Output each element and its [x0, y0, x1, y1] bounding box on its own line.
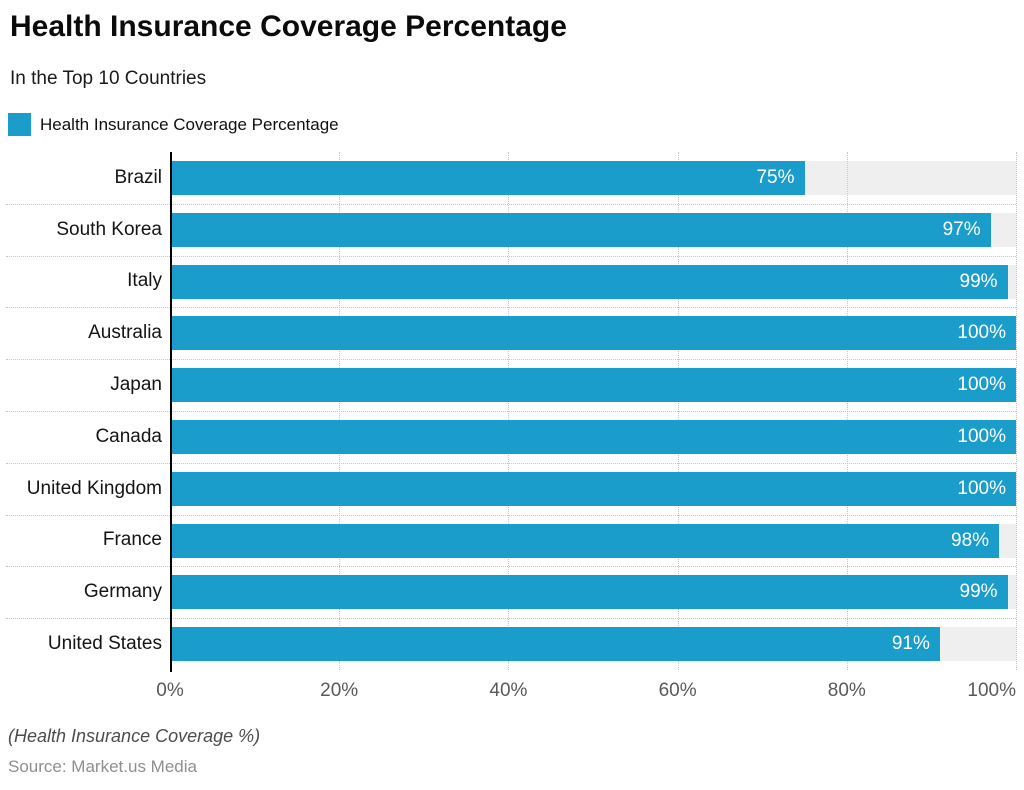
bar-value-label: 100%	[957, 374, 1006, 396]
legend-swatch-icon	[8, 113, 31, 136]
x-axis-tick-label: 60%	[658, 680, 697, 701]
x-axis-tick-label: 0%	[156, 680, 184, 701]
bar: 100%	[170, 368, 1016, 403]
gridline-horizontal	[6, 514, 1016, 516]
gridline-horizontal	[6, 255, 1016, 257]
category-label: Australia	[88, 322, 162, 344]
bar: 97%	[170, 212, 991, 247]
gridline-horizontal	[6, 618, 1016, 620]
gridline-horizontal	[6, 307, 1016, 309]
bar-value-label: 98%	[951, 529, 990, 551]
gridline-vertical	[508, 152, 510, 670]
axis-note: (Health Insurance Coverage %)	[8, 726, 261, 746]
category-label: Italy	[127, 270, 162, 292]
bar-chart: Brazil 75% South Korea 97% Italy 99% Australia…	[0, 152, 1024, 712]
bar-value-label: 100%	[957, 425, 1006, 447]
bar-value-label: 99%	[959, 270, 998, 292]
bar-value-label: 100%	[957, 477, 1006, 499]
category-label: Germany	[83, 581, 162, 603]
axis-line	[170, 152, 172, 672]
x-axis-tick-label: 100%	[967, 680, 1016, 701]
category-label: United Kingdom	[26, 477, 162, 499]
bar: 100%	[170, 419, 1016, 454]
source-credit: Source: Market.us Media	[8, 757, 197, 776]
bar: 91%	[170, 627, 940, 662]
bar-value-label: 75%	[756, 166, 795, 188]
bar-value-label: 97%	[942, 218, 981, 240]
x-axis-tick-label: 40%	[489, 680, 528, 701]
chart-subtitle: In the Top 10 Countries	[10, 68, 207, 89]
gridline-vertical	[339, 152, 341, 670]
bar: 100%	[170, 316, 1016, 351]
chart-title: Health Insurance Coverage Percentage	[10, 10, 567, 43]
gridline-vertical	[846, 152, 848, 670]
category-label: United States	[47, 633, 162, 655]
category-label: Japan	[110, 374, 162, 396]
gridline-horizontal	[6, 203, 1016, 205]
category-label: France	[102, 529, 162, 551]
gridline-horizontal	[6, 359, 1016, 361]
category-label: Brazil	[114, 166, 162, 188]
gridline-horizontal	[6, 566, 1016, 568]
gridline-vertical	[677, 152, 679, 670]
bar: 99%	[170, 575, 1008, 610]
bar: 100%	[170, 471, 1016, 506]
x-axis-tick-label: 20%	[320, 680, 359, 701]
bar-value-label: 100%	[957, 322, 1006, 344]
bar-value-label: 99%	[959, 581, 998, 603]
bar: 98%	[170, 523, 1000, 558]
bar: 99%	[170, 264, 1008, 299]
bar: 75%	[170, 160, 805, 195]
legend: Health Insurance Coverage Percentage	[8, 113, 339, 136]
gridline-horizontal	[6, 462, 1016, 464]
category-label: South Korea	[56, 218, 162, 240]
bar-value-label: 91%	[891, 633, 930, 655]
x-axis-tick-label: 80%	[827, 680, 866, 701]
gridline-horizontal	[6, 411, 1016, 412]
category-label: Canada	[95, 425, 162, 447]
legend-label: Health Insurance Coverage Percentage	[40, 114, 339, 134]
gridline-vertical	[1016, 152, 1017, 670]
